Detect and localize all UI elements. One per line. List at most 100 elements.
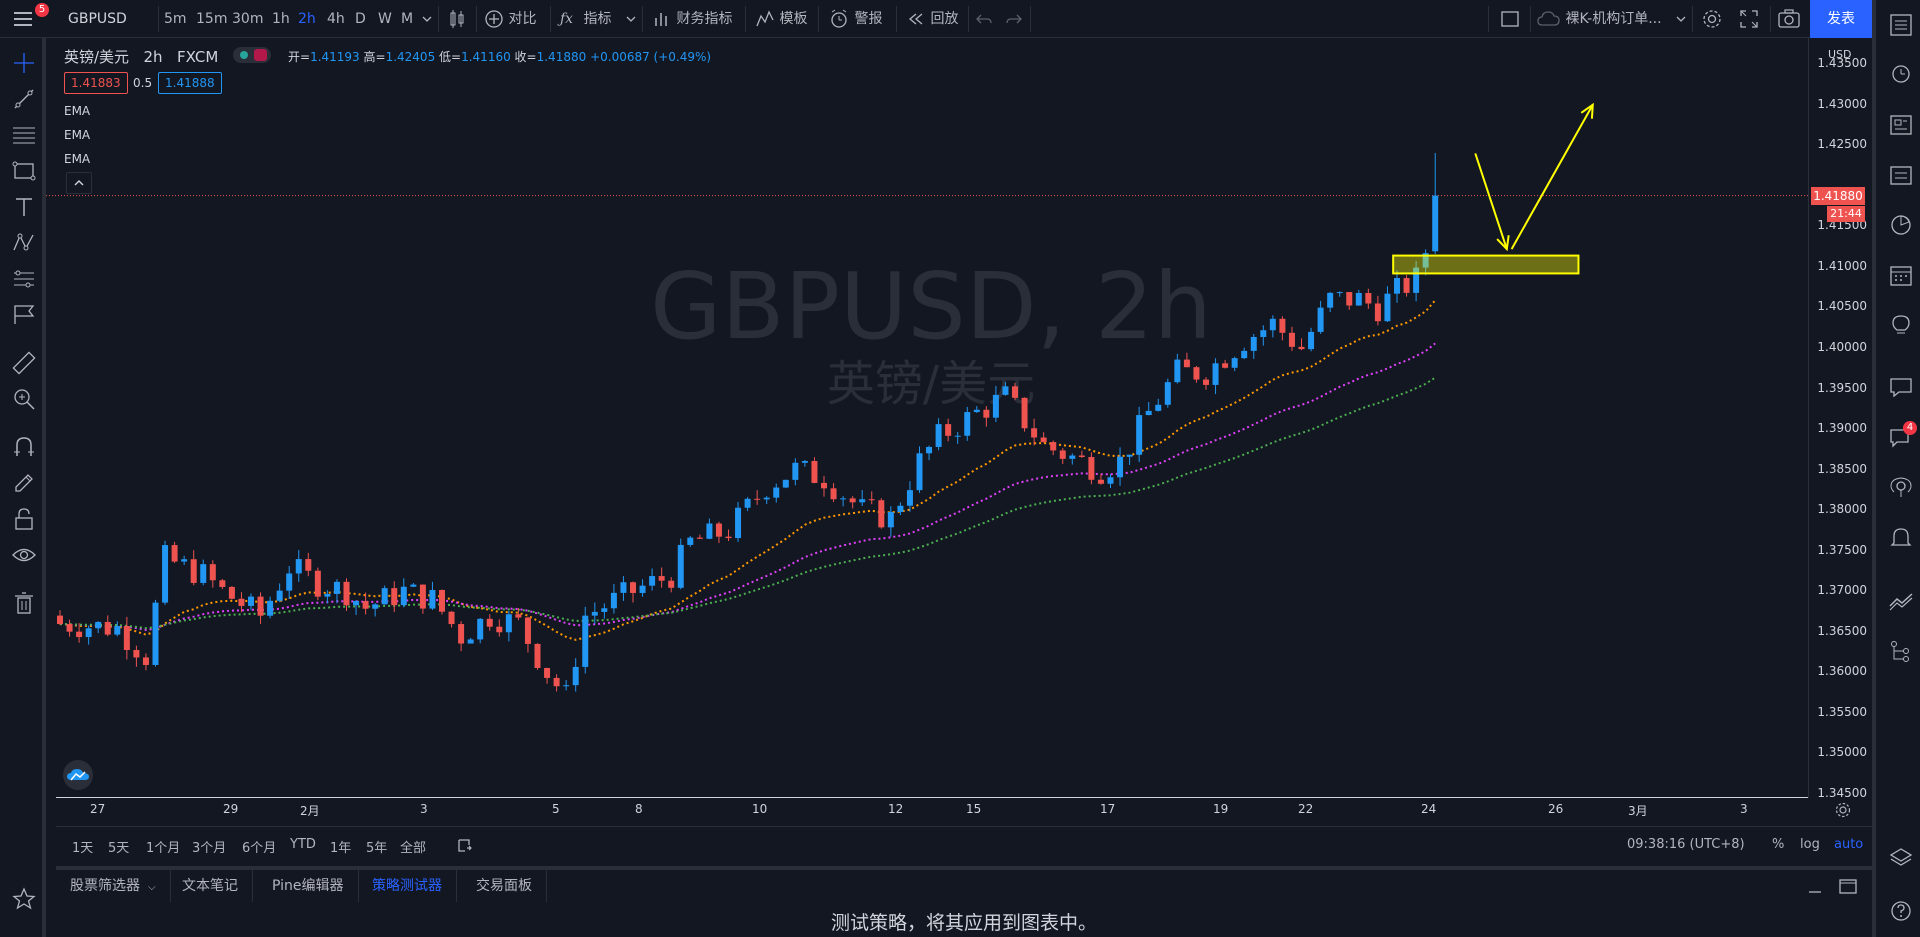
- timeframe-W[interactable]: W: [378, 11, 392, 27]
- crosshair-icon[interactable]: [11, 50, 37, 76]
- range-3[interactable]: 3个月: [192, 841, 227, 856]
- support-zone-rectangle[interactable]: [1392, 254, 1580, 275]
- settings-button[interactable]: [1700, 0, 1724, 38]
- eye-icon[interactable]: [11, 542, 37, 568]
- indicators-label: 指标: [583, 11, 612, 27]
- fib-retracement-icon[interactable]: [11, 122, 37, 148]
- ema-legend-3[interactable]: EMA: [64, 152, 91, 166]
- magnet-icon[interactable]: [11, 434, 37, 460]
- time-axis[interactable]: 27 29 2月 3 5 8 10 12 15 17 19 22 24 26 3月 3: [56, 797, 1808, 822]
- sell-price-button[interactable]: 1.41883: [64, 72, 128, 94]
- axis-settings-button[interactable]: [1834, 801, 1852, 823]
- stay-in-drawing-mode-icon[interactable]: [11, 470, 37, 496]
- range-4[interactable]: 6个月: [242, 841, 277, 856]
- tab-4[interactable]: 交易面板: [462, 870, 547, 902]
- trash-icon[interactable]: [11, 590, 37, 616]
- timeframe-M[interactable]: M: [401, 11, 414, 27]
- indicators-chevron-icon[interactable]: [626, 0, 636, 38]
- ideas-lightbulb-icon[interactable]: [1888, 312, 1914, 338]
- lock-icon[interactable]: [11, 506, 37, 532]
- streams-icon[interactable]: [1888, 474, 1914, 500]
- zoom-in-icon[interactable]: [11, 386, 37, 412]
- icons-tool-icon[interactable]: [11, 302, 37, 328]
- tab-0[interactable]: 股票筛选器 ⌵: [56, 870, 171, 902]
- indicators-button[interactable]: ƒx 指标: [560, 0, 612, 38]
- object-tree-icon[interactable]: [1888, 638, 1914, 664]
- layout-chevron-icon[interactable]: [1676, 0, 1686, 38]
- trend-line-icon[interactable]: [11, 86, 37, 112]
- chart-type-button[interactable]: [448, 0, 466, 38]
- range-7[interactable]: 5年: [366, 841, 388, 856]
- percent-scale-toggle[interactable]: %: [1772, 837, 1785, 852]
- market-status-toggle[interactable]: [233, 47, 271, 63]
- timeframe-4h[interactable]: 4h: [327, 11, 345, 27]
- maximize-panel-button[interactable]: [1838, 878, 1858, 900]
- menu-button[interactable]: [12, 0, 34, 38]
- tab-1[interactable]: 文本笔记: [168, 870, 253, 902]
- data-window-icon[interactable]: [1888, 162, 1914, 188]
- calendar-icon[interactable]: [1888, 262, 1914, 288]
- log-scale-toggle[interactable]: log: [1800, 837, 1820, 852]
- tab-2[interactable]: Pine编辑器: [258, 870, 359, 902]
- star-icon[interactable]: [11, 886, 37, 912]
- layout-selector[interactable]: 裸K-机构订单...: [1537, 0, 1662, 38]
- range-0[interactable]: 1天: [72, 841, 94, 856]
- snapshot-button[interactable]: [1777, 0, 1801, 38]
- help-icon[interactable]: [1888, 898, 1914, 924]
- timeframe-D[interactable]: D: [355, 11, 366, 27]
- range-6[interactable]: 1年: [330, 841, 352, 856]
- open-value: 1.41193: [310, 50, 360, 64]
- news-icon[interactable]: [1888, 112, 1914, 138]
- ema-legend-2[interactable]: EMA: [64, 128, 91, 142]
- ruler-icon[interactable]: [11, 350, 37, 376]
- currency-label[interactable]: USD: [1828, 48, 1852, 61]
- arrow-down-annotation[interactable]: [1474, 153, 1510, 252]
- tradingview-logo-button[interactable]: [63, 760, 93, 790]
- undo-button[interactable]: [975, 0, 993, 38]
- hotlist-icon[interactable]: [1888, 212, 1914, 238]
- chat-icon[interactable]: [1888, 374, 1914, 400]
- minimize-panel-button[interactable]: [1806, 878, 1824, 900]
- fullscreen-button[interactable]: [1738, 0, 1760, 38]
- timeframe-30m[interactable]: 30m: [232, 11, 264, 27]
- text-tool-icon[interactable]: [11, 194, 37, 220]
- range-1[interactable]: 5天: [108, 841, 130, 856]
- clock-timezone[interactable]: 09:38:16 (UTC+8): [1627, 837, 1745, 852]
- candle: [496, 619, 503, 637]
- compare-button[interactable]: 对比: [484, 0, 536, 38]
- price-chart[interactable]: GBPUSD, 2h 英镑/美元: [46, 38, 1808, 794]
- range-2[interactable]: 1个月: [146, 841, 181, 856]
- price-axis[interactable]: 1.43500 1.43000 1.42500 1.41500 1.41000 1.405…: [1808, 38, 1873, 800]
- watchlist-icon[interactable]: [1888, 12, 1914, 38]
- range-8[interactable]: 全部: [400, 841, 427, 856]
- trading-panel-icon[interactable]: [1888, 588, 1914, 614]
- pattern-tool-icon[interactable]: [11, 230, 37, 256]
- notifications-bell-icon[interactable]: [1888, 524, 1914, 550]
- drawing-annotations[interactable]: [1392, 102, 1594, 275]
- collapse-legend-button[interactable]: [66, 172, 92, 194]
- templates-button[interactable]: 模板: [755, 0, 807, 38]
- chevron-down-icon[interactable]: [422, 0, 432, 38]
- alerts-button[interactable]: 警报: [828, 0, 882, 38]
- timeframe-1h[interactable]: 1h: [272, 11, 290, 27]
- layers-icon[interactable]: [1888, 845, 1914, 871]
- timeframe-15m[interactable]: 15m: [196, 11, 228, 27]
- arrow-up-annotation[interactable]: [1510, 102, 1594, 250]
- financials-button[interactable]: 财务指标: [652, 0, 732, 38]
- alarm-clock-icon[interactable]: [1888, 60, 1914, 86]
- range-5[interactable]: YTD: [290, 837, 316, 852]
- symbol-search[interactable]: GBPUSD: [68, 11, 127, 27]
- timeframe-5m[interactable]: 5m: [164, 11, 187, 27]
- fullscreen-layout-button[interactable]: [1500, 0, 1520, 38]
- buy-price-button[interactable]: 1.41888: [158, 72, 222, 94]
- rectangle-tool-icon[interactable]: [11, 158, 37, 184]
- replay-button[interactable]: 回放: [906, 0, 958, 38]
- goto-date-button[interactable]: [456, 836, 474, 854]
- prediction-tool-icon[interactable]: [11, 266, 37, 292]
- redo-button[interactable]: [1005, 0, 1023, 38]
- ema-legend-1[interactable]: EMA: [64, 104, 91, 118]
- publish-button[interactable]: 发表: [1810, 0, 1872, 38]
- tab-3[interactable]: 策略测试器: [358, 870, 457, 902]
- auto-scale-toggle[interactable]: auto: [1834, 837, 1864, 852]
- timeframe-2h[interactable]: 2h: [298, 11, 316, 27]
